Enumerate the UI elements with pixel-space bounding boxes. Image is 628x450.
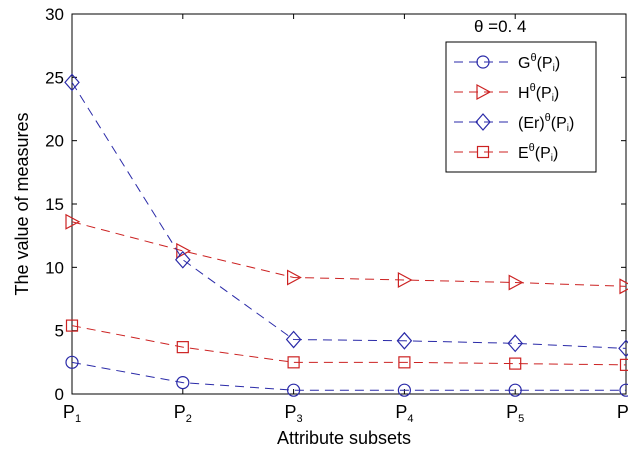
y-tick-label: 30	[45, 5, 64, 24]
data-point	[397, 383, 411, 397]
data-point	[287, 383, 301, 397]
y-tick-label: 10	[45, 258, 64, 277]
data-point	[397, 271, 413, 289]
legend-entry: Gθ(Pi)	[454, 52, 560, 74]
series-3	[65, 319, 628, 371]
y-tick-label: 25	[45, 68, 64, 87]
series-line	[71, 325, 627, 366]
data-point	[619, 278, 628, 295]
data-point	[508, 274, 524, 291]
data-point	[64, 73, 80, 92]
y-tick-label: 0	[55, 385, 64, 404]
series-layer	[64, 73, 628, 397]
legend-label: Gθ(Pi)	[518, 52, 560, 74]
x-tick-label: P5	[506, 402, 524, 425]
y-tick-label: 5	[55, 322, 64, 341]
data-point	[176, 376, 190, 390]
x-axis-label: Attribute subsets	[277, 428, 411, 448]
data-point	[619, 358, 628, 371]
legend-marker	[476, 55, 490, 69]
legend-marker	[476, 83, 492, 101]
x-tick-label: P3	[285, 402, 303, 425]
data-point	[509, 357, 522, 370]
data-point	[618, 339, 628, 358]
x-tick-label: P6	[617, 402, 628, 425]
series-0	[65, 355, 628, 397]
legend-label: (Er)θ(Pi)	[518, 112, 574, 134]
legend-entry: Hθ(Pi)	[454, 82, 559, 104]
legend-label: Hθ(Pi)	[518, 82, 559, 104]
legend: Gθ(Pi) Hθ(Pi) (Er)θ(Pi) Eθ(Pi)	[445, 41, 597, 173]
x-tick-label: P1	[63, 402, 81, 425]
x-tick-label: P4	[395, 402, 413, 425]
series-line	[71, 82, 627, 349]
y-tick-label: 20	[45, 132, 64, 151]
data-point	[287, 356, 300, 369]
legend-marker	[475, 113, 491, 131]
legend-label: Eθ(Pi)	[518, 142, 558, 164]
axes: 0 5 10 15 20 25 30 P1 P2 P3 P4 P5 P6	[45, 5, 628, 425]
data-point	[175, 250, 191, 269]
data-point	[287, 269, 302, 286]
data-point	[398, 356, 411, 369]
series-line	[71, 361, 626, 391]
legend-entry: (Er)θ(Pi)	[454, 112, 574, 134]
data-point	[65, 319, 79, 332]
data-point	[285, 330, 302, 349]
data-point	[619, 383, 628, 397]
data-point	[396, 331, 413, 350]
data-point	[65, 355, 79, 369]
y-tick-label: 15	[45, 195, 64, 214]
legend-box	[445, 41, 597, 173]
legend-marker	[476, 145, 490, 159]
theta-annotation: θ =0. 4	[474, 17, 526, 36]
series-1	[65, 213, 628, 295]
legend-entry: Eθ(Pi)	[454, 142, 558, 164]
y-axis-label: The value of measures	[12, 112, 32, 295]
x-tick-label: P2	[174, 402, 192, 425]
data-point	[508, 383, 522, 397]
series-line	[71, 221, 627, 287]
data-point	[65, 213, 81, 230]
series-2	[64, 73, 628, 358]
data-point	[176, 341, 189, 354]
data-point	[507, 334, 523, 353]
